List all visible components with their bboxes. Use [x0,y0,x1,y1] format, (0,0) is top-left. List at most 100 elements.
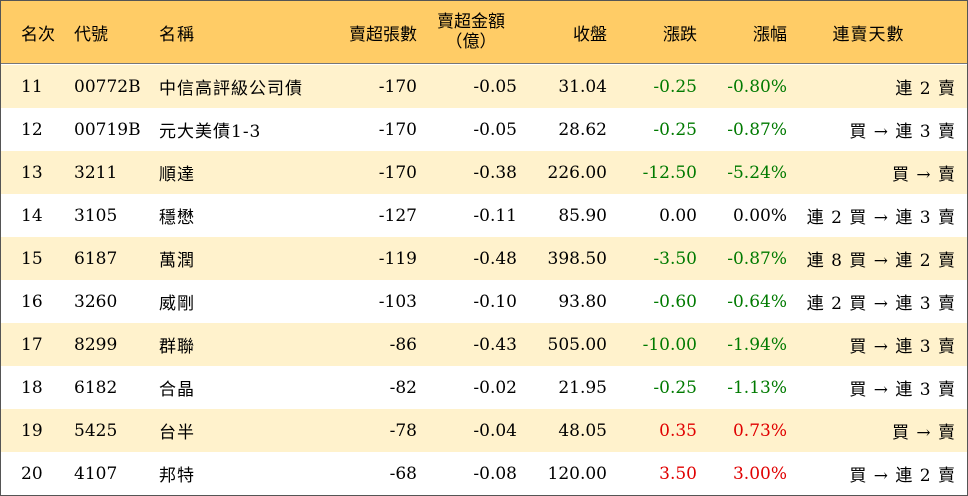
net-sell-lots-cell: -170 [378,76,417,97]
change-pct-cell: -0.87% [727,119,787,140]
change-pct-cell: -5.24% [727,162,787,183]
consecutive-days-cell: 買 → 賣 [891,423,956,443]
rank-cell: 18 [21,377,43,398]
header-net-sell-amount-label: 賣超金額 [437,12,505,32]
close-cell: 21.95 [558,377,607,398]
consecutive-days-cell: 買 → 連 3 賣 [849,380,956,400]
net-sell-amount-cell: -0.48 [473,248,517,269]
header-change-pct: 漲幅 [753,24,787,45]
change-cell: -0.25 [653,76,697,97]
table-row: 11 00772B 中信高評級公司債 -170 -0.05 31.04 -0.25 -0.80… [1,65,967,108]
net-sell-lots-cell: -68 [389,463,417,484]
header-change: 漲跌 [663,24,697,45]
net-sell-amount-cell: -0.43 [473,334,517,355]
code-cell: 3105 [74,205,118,226]
name-cell: 元大美債1-3 [159,122,262,142]
header-close: 收盤 [573,24,607,45]
change-cell: -12.50 [642,162,697,183]
table-row: 16 3260 威剛 -103 -0.10 93.80 -0.60 -0.64% 連 2 買 →… [1,280,967,323]
consecutive-days-cell: 連 8 買 → 連 2 賣 [806,251,956,271]
change-pct-cell: 0.73% [732,420,787,441]
net-sell-lots-cell: -82 [389,377,417,398]
name-cell: 邦特 [159,466,195,486]
table-header: 名次 代號 名稱 賣超張數 賣超金額 （億） 收盤 漲跌 漲幅 連賣天數 [1,1,967,64]
rank-cell: 14 [21,205,43,226]
rank-cell: 12 [21,119,43,140]
code-cell: 6187 [74,248,118,269]
name-cell: 台半 [159,423,195,443]
table-row: 13 3211 順達 -170 -0.38 226.00 -12.50 -5.24% 買 → 賣 [1,151,967,194]
change-cell: -0.60 [653,291,697,312]
header-name: 名稱 [159,24,195,45]
change-cell: -3.50 [653,248,697,269]
change-pct-cell: 0.00% [732,205,787,226]
code-cell: 8299 [74,334,118,355]
header-net-sell-lots: 賣超張數 [349,24,417,45]
code-cell: 6182 [74,377,118,398]
net-sell-amount-cell: -0.08 [473,463,517,484]
close-cell: 85.90 [558,205,607,226]
name-cell: 穩懋 [159,208,195,228]
change-pct-cell: -0.64% [727,291,787,312]
close-cell: 93.80 [558,291,607,312]
net-sell-amount-cell: -0.05 [473,76,517,97]
consecutive-days-cell: 連 2 買 → 連 3 賣 [806,294,956,314]
header-net-sell-amount-unit: （億） [445,32,497,52]
change-cell: 3.50 [659,463,697,484]
table-row: 15 6187 萬潤 -119 -0.48 398.50 -3.50 -0.87% 連 8 買 … [1,237,967,280]
name-cell: 順達 [159,165,195,185]
close-cell: 120.00 [547,463,607,484]
header-rank: 名次 [21,24,55,45]
close-cell: 505.00 [547,334,607,355]
change-cell: -0.25 [653,119,697,140]
code-cell: 3211 [74,162,118,183]
net-sell-lots-cell: -170 [378,119,417,140]
rank-cell: 19 [21,420,43,441]
table-row: 19 5425 台半 -78 -0.04 48.05 0.35 0.73% 買 → 賣 [1,409,967,452]
net-sell-lots-cell: -119 [378,248,417,269]
net-sell-amount-cell: -0.10 [473,291,517,312]
close-cell: 398.50 [547,248,607,269]
net-sell-amount-cell: -0.02 [473,377,517,398]
code-cell: 3260 [74,291,118,312]
code-cell: 5425 [74,420,118,441]
change-cell: -0.25 [653,377,697,398]
rank-cell: 16 [21,291,43,312]
net-sell-lots-cell: -86 [389,334,417,355]
change-pct-cell: -1.13% [727,377,787,398]
consecutive-days-cell: 買 → 連 3 賣 [849,337,956,357]
code-cell: 00719B [74,119,141,140]
change-pct-cell: -1.94% [727,334,787,355]
name-cell: 威剛 [159,294,195,314]
net-sell-amount-cell: -0.05 [473,119,517,140]
net-sell-lots-cell: -170 [378,162,417,183]
name-cell: 中信高評級公司債 [159,79,303,99]
change-cell: 0.35 [659,420,697,441]
rank-cell: 17 [21,334,43,355]
net-sell-amount-cell: -0.04 [473,420,517,441]
rank-cell: 11 [21,76,43,97]
code-cell: 00772B [74,76,141,97]
table-row: 14 3105 穩懋 -127 -0.11 85.90 0.00 0.00% 連 2 買 → 連… [1,194,967,237]
close-cell: 31.04 [558,76,607,97]
close-cell: 226.00 [547,162,607,183]
change-cell: 0.00 [659,205,697,226]
name-cell: 合晶 [159,380,195,400]
table-row: 12 00719B 元大美債1-3 -170 -0.05 28.62 -0.25 -0.87%… [1,108,967,151]
name-cell: 萬潤 [159,251,195,271]
net-sell-lots-cell: -103 [378,291,417,312]
change-pct-cell: -0.87% [727,248,787,269]
close-cell: 28.62 [558,119,607,140]
net-sell-lots-cell: -78 [389,420,417,441]
change-pct-cell: 3.00% [732,463,787,484]
table-row: 18 6182 合晶 -82 -0.02 21.95 -0.25 -1.13% 買 → 連 3 … [1,366,967,409]
header-consecutive-days: 連賣天數 [832,24,905,45]
table-row: 20 4107 邦特 -68 -0.08 120.00 3.50 3.00% 買 → 連 2 賣 [1,452,967,495]
rank-cell: 13 [21,162,43,183]
net-sell-amount-cell: -0.38 [473,162,517,183]
consecutive-days-cell: 連 2 賣 [895,79,956,99]
consecutive-days-cell: 買 → 賣 [891,165,956,185]
header-net-sell-amount: 賣超金額 （億） [431,1,511,63]
net-sell-lots-cell: -127 [378,205,417,226]
